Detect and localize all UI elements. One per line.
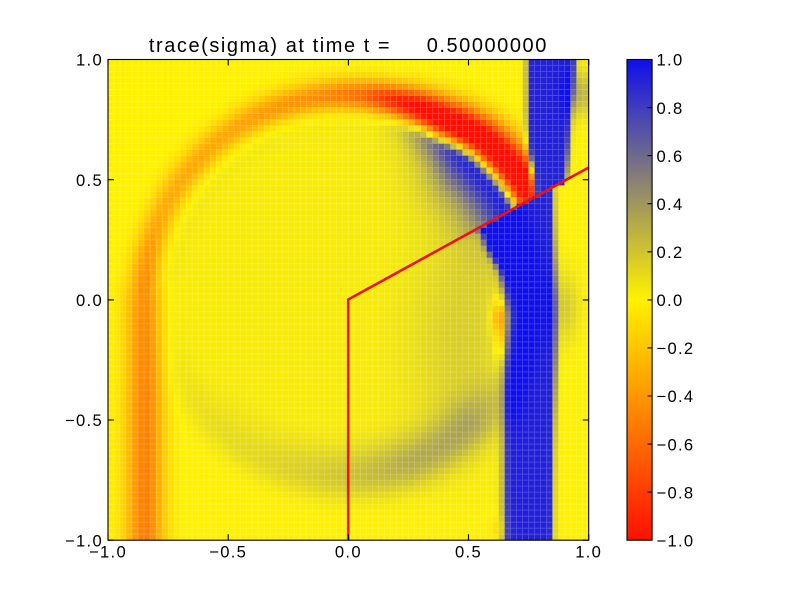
- svg-text:0.0: 0.0: [335, 543, 362, 562]
- svg-text:0.0: 0.0: [76, 291, 103, 310]
- svg-text:−1.0: −1.0: [657, 531, 695, 550]
- svg-text:1.0: 1.0: [575, 543, 602, 562]
- svg-text:−0.6: −0.6: [657, 435, 695, 454]
- svg-text:trace(sigma) at time t = 0: trace(sigma) at time t = 0.50000000: [149, 35, 548, 57]
- svg-text:0.5: 0.5: [76, 171, 103, 190]
- svg-text:−1.0: −1.0: [65, 531, 103, 550]
- svg-text:1.0: 1.0: [76, 51, 103, 70]
- svg-text:−0.4: −0.4: [657, 387, 695, 406]
- svg-text:−0.8: −0.8: [657, 483, 695, 502]
- svg-text:−1.0: −1.0: [89, 543, 127, 562]
- svg-text:1.0: 1.0: [657, 51, 684, 70]
- svg-text:−0.5: −0.5: [65, 411, 103, 430]
- svg-text:0.0: 0.0: [657, 291, 684, 310]
- svg-text:0.6: 0.6: [657, 147, 684, 166]
- svg-text:0.5: 0.5: [455, 543, 482, 562]
- svg-text:−0.5: −0.5: [209, 543, 247, 562]
- svg-text:−0.2: −0.2: [657, 339, 695, 358]
- svg-text:0.4: 0.4: [657, 195, 684, 214]
- svg-text:0.2: 0.2: [657, 243, 684, 262]
- svg-text:0.8: 0.8: [657, 99, 684, 118]
